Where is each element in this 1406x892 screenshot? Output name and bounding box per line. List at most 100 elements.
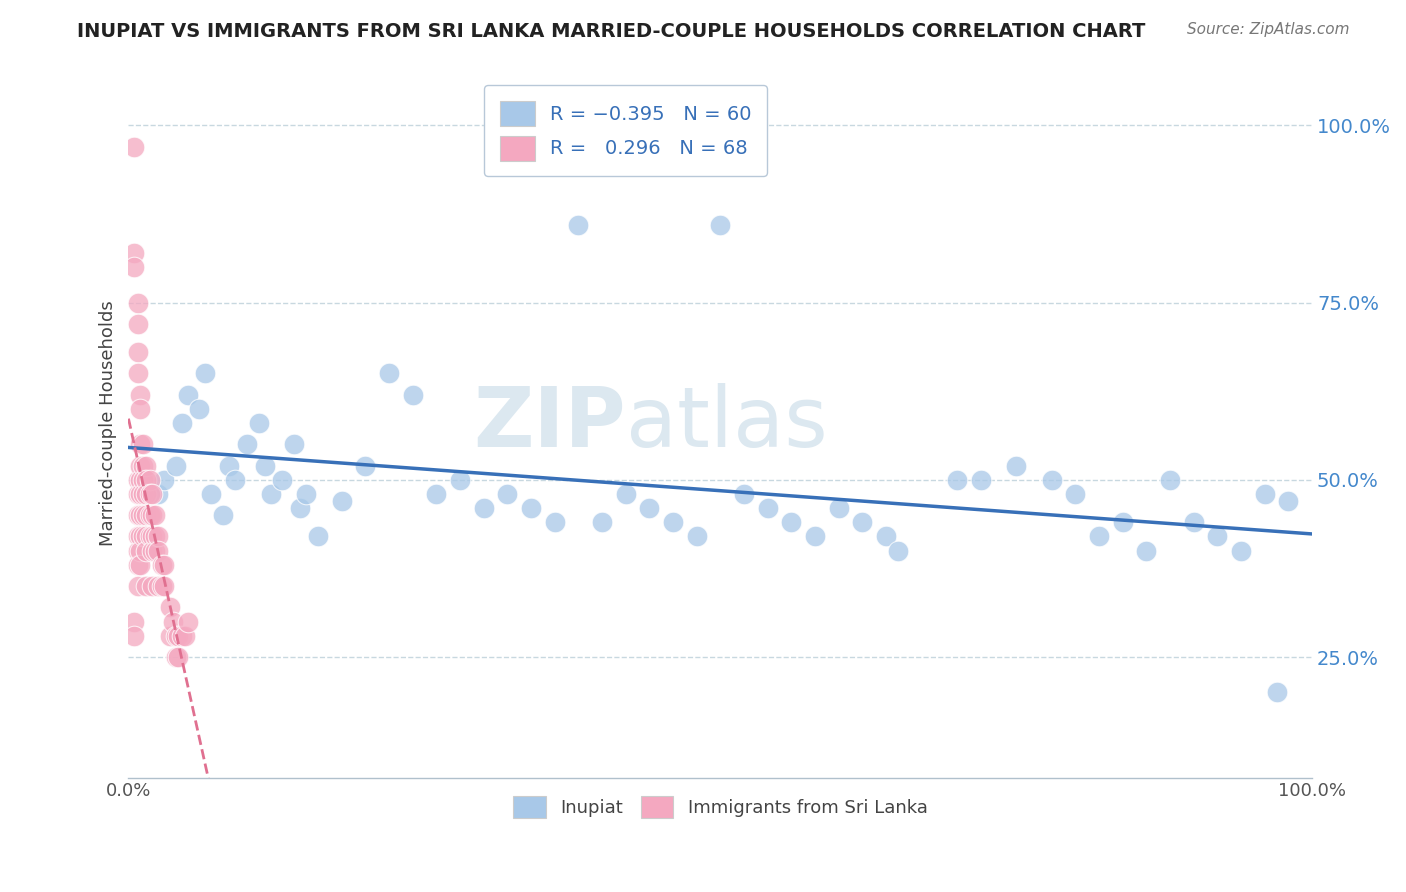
- Point: [124, 260, 146, 274]
- Point: [139, 487, 162, 501]
- Point: [354, 458, 377, 473]
- Point: [129, 529, 152, 543]
- Point: [1206, 529, 1229, 543]
- Point: [127, 529, 149, 543]
- Point: [135, 487, 157, 501]
- Point: [159, 629, 181, 643]
- Point: [129, 458, 152, 473]
- Point: [1277, 494, 1299, 508]
- Point: [200, 487, 222, 501]
- Point: [127, 345, 149, 359]
- Point: [146, 487, 169, 501]
- Point: [176, 615, 198, 629]
- Point: [212, 508, 235, 523]
- Point: [733, 487, 755, 501]
- Point: [131, 529, 153, 543]
- Point: [143, 529, 166, 543]
- Point: [170, 629, 193, 643]
- Point: [135, 529, 157, 543]
- Point: [259, 487, 281, 501]
- Point: [127, 543, 149, 558]
- Point: [1182, 516, 1205, 530]
- Point: [153, 558, 176, 572]
- Point: [127, 473, 149, 487]
- Point: [127, 317, 149, 331]
- Point: [1040, 473, 1063, 487]
- Point: [1265, 685, 1288, 699]
- Point: [591, 516, 613, 530]
- Point: [135, 458, 157, 473]
- Point: [543, 516, 565, 530]
- Text: ZIP: ZIP: [472, 383, 626, 464]
- Point: [496, 487, 519, 501]
- Point: [271, 473, 294, 487]
- Point: [129, 558, 152, 572]
- Point: [288, 501, 311, 516]
- Point: [141, 487, 163, 501]
- Point: [253, 458, 276, 473]
- Point: [165, 650, 187, 665]
- Point: [194, 367, 217, 381]
- Point: [167, 629, 190, 643]
- Point: [127, 558, 149, 572]
- Point: [146, 543, 169, 558]
- Point: [165, 458, 187, 473]
- Point: [247, 416, 270, 430]
- Point: [135, 508, 157, 523]
- Point: [124, 629, 146, 643]
- Point: [129, 473, 152, 487]
- Legend: Inupiat, Immigrants from Sri Lanka: Inupiat, Immigrants from Sri Lanka: [506, 789, 935, 825]
- Point: [804, 529, 827, 543]
- Point: [946, 473, 969, 487]
- Point: [1112, 516, 1135, 530]
- Point: [165, 629, 187, 643]
- Point: [378, 367, 401, 381]
- Point: [129, 401, 152, 416]
- Point: [131, 437, 153, 451]
- Point: [780, 516, 803, 530]
- Point: [153, 579, 176, 593]
- Point: [827, 501, 849, 516]
- Point: [1159, 473, 1181, 487]
- Point: [143, 543, 166, 558]
- Point: [143, 508, 166, 523]
- Point: [131, 508, 153, 523]
- Point: [141, 529, 163, 543]
- Point: [129, 543, 152, 558]
- Point: [295, 487, 318, 501]
- Point: [150, 558, 173, 572]
- Point: [146, 529, 169, 543]
- Point: [614, 487, 637, 501]
- Point: [1064, 487, 1087, 501]
- Y-axis label: Married-couple Households: Married-couple Households: [100, 301, 117, 546]
- Point: [218, 458, 240, 473]
- Point: [449, 473, 471, 487]
- Point: [887, 543, 910, 558]
- Point: [170, 416, 193, 430]
- Point: [127, 487, 149, 501]
- Point: [127, 367, 149, 381]
- Point: [131, 487, 153, 501]
- Point: [135, 473, 157, 487]
- Point: [283, 437, 305, 451]
- Point: [1230, 543, 1253, 558]
- Point: [167, 650, 190, 665]
- Point: [875, 529, 897, 543]
- Point: [224, 473, 246, 487]
- Text: Source: ZipAtlas.com: Source: ZipAtlas.com: [1187, 22, 1350, 37]
- Point: [135, 579, 157, 593]
- Point: [139, 508, 162, 523]
- Point: [1254, 487, 1277, 501]
- Point: [970, 473, 993, 487]
- Point: [150, 579, 173, 593]
- Point: [127, 295, 149, 310]
- Point: [307, 529, 329, 543]
- Point: [1088, 529, 1111, 543]
- Point: [153, 473, 176, 487]
- Point: [1005, 458, 1028, 473]
- Point: [472, 501, 495, 516]
- Point: [124, 139, 146, 153]
- Point: [127, 508, 149, 523]
- Point: [129, 387, 152, 401]
- Point: [174, 629, 197, 643]
